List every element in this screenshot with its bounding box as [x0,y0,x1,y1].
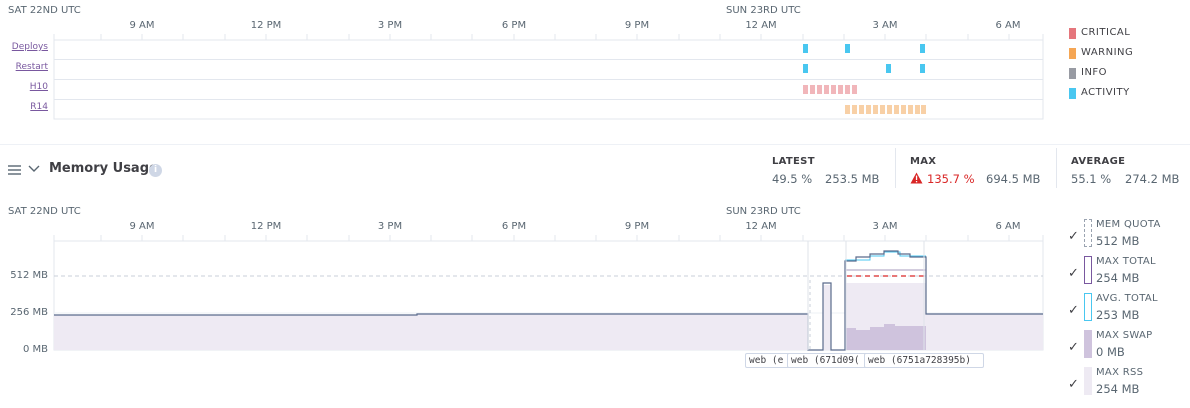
r14-events [845,105,926,114]
tick-label: 9 AM [129,20,155,31]
stat-divider [1056,148,1057,188]
check-icon[interactable]: ✓ [1068,266,1079,281]
section-title: Memory Usage [49,161,158,176]
max-swap-swatch [1084,330,1092,358]
legend-mem-quota-value: 512 MB [1096,234,1140,248]
legend-max-total-value: 254 MB [1096,271,1140,285]
legend-avg-total-value: 253 MB [1096,308,1140,322]
chevron-down-icon[interactable] [28,164,40,174]
swap-area [845,324,926,350]
tick-label: 12 AM [745,221,777,232]
day-label-sun: SUN 23RD UTC [726,206,801,217]
tick-label: 9 PM [624,20,650,31]
stat-max-percent: 135.7 % [927,172,975,186]
restart-event [803,64,808,73]
avg-total-swatch [1084,293,1092,321]
tick-label: 3 PM [377,221,403,232]
row-link-r14[interactable]: R14 [30,102,48,112]
legend-max-swap-value: 0 MB [1096,345,1125,359]
deploy-event [803,44,808,53]
check-icon[interactable]: ✓ [1068,303,1079,318]
day-label-sat: SAT 22ND UTC [8,206,81,217]
row-link-deploys[interactable]: Deploys [11,42,48,52]
tick-label: 6 AM [995,221,1021,232]
max-total-swatch [1084,256,1092,284]
row-link-restart[interactable]: Restart [15,62,48,72]
stat-latest-percent: 49.5 % [772,172,813,186]
warning-triangle-icon [910,172,923,184]
y-axis-label: 512 MB [10,270,48,281]
tick-label: 6 AM [995,20,1021,31]
tick-label: 6 PM [501,221,527,232]
release-tag[interactable]: web (671d09( [787,353,869,368]
rss-area [54,314,808,350]
stat-latest-mb: 253.5 MB [825,172,880,186]
legend-max-rss-value: 254 MB [1096,382,1140,396]
mem-quota-swatch [1084,219,1092,247]
tick-label: 12 PM [250,20,282,31]
legend-critical: CRITICAL [1081,27,1131,38]
legend-activity: ACTIVITY [1081,87,1130,98]
activity-swatch [1069,88,1076,99]
check-icon[interactable]: ✓ [1068,229,1079,244]
stat-latest-label: LATEST [772,156,815,167]
y-axis-label: 256 MB [10,307,48,318]
legend-warning: WARNING [1081,47,1134,58]
tick-label: 3 AM [872,221,898,232]
row-link-h10[interactable]: H10 [29,82,48,92]
section-divider [0,144,1190,145]
events-grid [53,34,1044,120]
check-icon[interactable]: ✓ [1068,340,1079,355]
stat-average-mb: 274.2 MB [1125,172,1180,186]
info-swatch [1069,68,1076,79]
max-rss-swatch [1084,367,1092,395]
h10-events [803,85,857,94]
info-icon[interactable]: i [149,164,162,177]
check-icon[interactable]: ✓ [1068,377,1079,392]
legend-max-total: MAX TOTAL [1096,256,1156,267]
legend-max-swap: MAX SWAP [1096,330,1153,341]
tick-label: 12 PM [250,221,282,232]
tick-label: 12 AM [745,20,777,31]
y-axis-label: 0 MB [22,344,48,355]
legend-avg-total: AVG. TOTAL [1096,293,1158,304]
day-label-sun: SUN 23RD UTC [726,5,801,16]
legend-info: INFO [1081,67,1108,78]
tick-label: 9 AM [129,221,155,232]
deploy-event [845,44,850,53]
stat-divider [895,148,896,188]
warning-swatch [1069,48,1076,59]
drag-handle-icon[interactable] [8,164,22,176]
memory-plot [53,235,1044,351]
day-label-sat: SAT 22ND UTC [8,5,81,16]
tick-label: 3 AM [872,20,898,31]
release-tag[interactable]: web (e [745,353,793,368]
stat-max-label: MAX [910,156,937,167]
critical-swatch [1069,28,1076,39]
restart-event [920,64,925,73]
deploy-event [920,44,925,53]
stat-average-percent: 55.1 % [1071,172,1112,186]
legend-mem-quota: MEM QUOTA [1096,219,1161,230]
tick-label: 6 PM [501,20,527,31]
legend-max-rss: MAX RSS [1096,367,1144,378]
stat-average-label: AVERAGE [1071,156,1126,167]
tick-label: 3 PM [377,20,403,31]
release-tag[interactable]: web (6751a728395b) [864,353,984,368]
restart-event [886,64,891,73]
tick-label: 9 PM [624,221,650,232]
stat-max-mb: 694.5 MB [986,172,1041,186]
